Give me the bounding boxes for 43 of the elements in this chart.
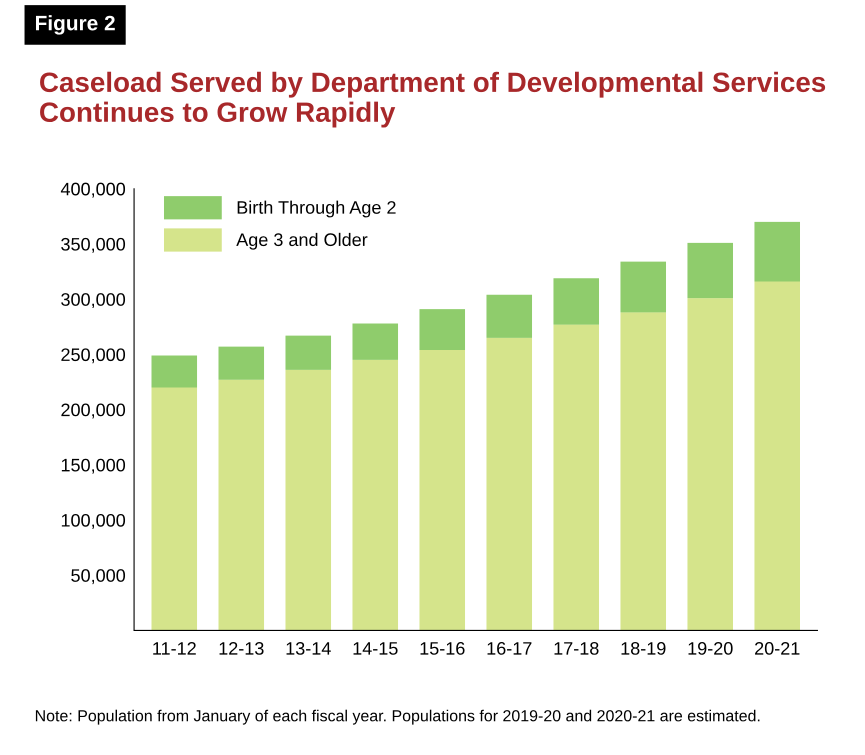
x-tick-label: 11-12 — [153, 642, 196, 655]
y-tick-label: 50,000 — [71, 569, 126, 584]
y-tick-label: 300,000 — [61, 293, 126, 308]
chart-title: Caseload Served by Department of Developmental Services Continues to Grow Rapidly — [40, 72, 826, 128]
bar — [687, 242, 734, 298]
y-tick-label: 200,000 — [61, 404, 126, 418]
bar — [151, 388, 198, 630]
bar — [687, 298, 734, 630]
bar — [620, 262, 666, 312]
bar — [553, 278, 600, 325]
bar — [754, 222, 800, 282]
y-tick-label: 250,000 — [61, 348, 126, 364]
bar — [486, 294, 532, 338]
x-tick-label: 13-14 — [286, 642, 331, 655]
x-tick-label: 17-18 — [554, 642, 599, 655]
x-tick-label: 20-21 — [755, 642, 800, 655]
x-tick-label: 19-20 — [688, 642, 733, 655]
y-tick-label: 400,000 — [60, 182, 126, 198]
bar — [218, 380, 264, 630]
legend-label: Birth Through Age 2 — [238, 200, 396, 218]
y-tick-label: 150,000 — [62, 458, 126, 474]
x-tick-label: 15-16 — [420, 642, 465, 655]
bar — [486, 338, 532, 630]
bar — [151, 355, 198, 388]
bar — [285, 370, 332, 630]
bar — [285, 336, 332, 370]
bar — [553, 324, 600, 630]
bar — [218, 346, 264, 380]
x-tick-label: 18-19 — [622, 642, 666, 655]
y-tick-label: 100,000 — [62, 514, 126, 529]
bar — [419, 350, 466, 630]
bar — [620, 312, 666, 630]
bar — [419, 309, 466, 350]
caption: Figure 2 — [36, 15, 115, 35]
bar — [754, 282, 800, 630]
legend-label: Age 3 and Older — [236, 232, 368, 250]
y-tick-label: 350,000 — [61, 238, 126, 253]
bar — [352, 360, 398, 630]
x-tick-label: 16-17 — [488, 642, 532, 655]
x-tick-label: 14-15 — [354, 642, 398, 655]
bar — [352, 323, 398, 360]
text: Note: Population from January of each fiscal year. Populations for 2019-20 and 2020-21 are estimated. — [36, 710, 760, 725]
x-tick-label: 12-13 — [220, 642, 264, 655]
